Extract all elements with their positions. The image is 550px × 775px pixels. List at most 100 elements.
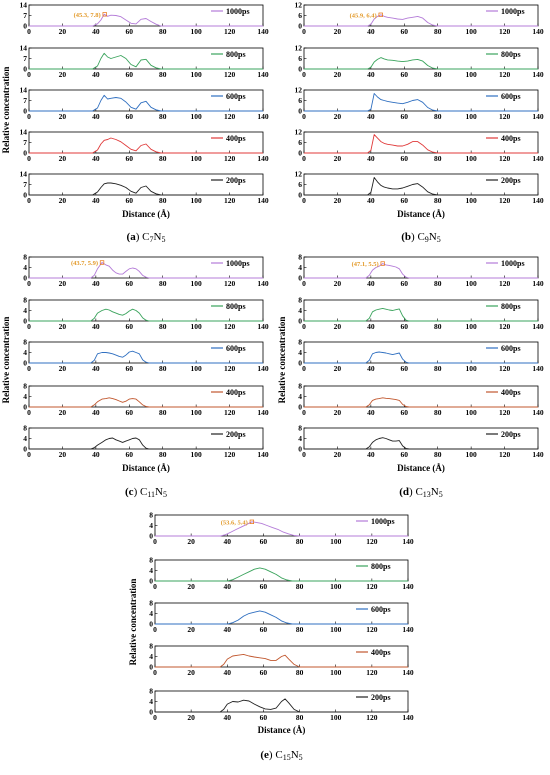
x-tick-label: 20 <box>187 713 195 722</box>
x-tick-label: 120 <box>224 27 236 36</box>
legend-label: 600ps <box>501 344 521 353</box>
y-tick-label: 4 <box>298 263 302 272</box>
x-tick-label: 100 <box>191 364 203 373</box>
x-tick-label: 0 <box>27 154 31 163</box>
series-line-400ps <box>29 137 263 154</box>
series-line-400ps <box>29 397 263 408</box>
legend-label: 1000ps <box>501 7 525 16</box>
x-tick-label: 60 <box>401 112 409 121</box>
y-tick-label: 0 <box>23 359 27 368</box>
peak-marker <box>378 12 383 17</box>
x-tick-label: 140 <box>532 450 544 459</box>
x-tick-label: 20 <box>187 537 195 546</box>
x-axis-title: Distance (Å) <box>122 209 170 219</box>
x-tick-label: 20 <box>187 582 195 591</box>
x-tick-label: 80 <box>296 582 304 591</box>
x-tick-label: 120 <box>224 322 236 331</box>
x-tick-label: 100 <box>466 70 478 79</box>
legend-label: 600ps <box>501 92 521 101</box>
series-line-800ps <box>304 57 538 70</box>
x-tick-label: 140 <box>257 27 269 36</box>
series-line-200ps <box>29 437 263 450</box>
x-axis-title: Distance (Å) <box>122 463 170 473</box>
x-tick-label: 100 <box>466 450 478 459</box>
y-tick-label: 0 <box>23 274 27 283</box>
series-line-600ps <box>155 610 408 625</box>
x-tick-label: 0 <box>302 364 306 373</box>
y-tick-label: 4 <box>298 434 302 443</box>
x-tick-label: 20 <box>59 154 67 163</box>
x-tick-label: 0 <box>27 322 31 331</box>
x-tick-label: 60 <box>401 408 409 417</box>
x-tick-label: 120 <box>224 196 236 205</box>
x-tick-label: 80 <box>434 279 442 288</box>
x-tick-label: 0 <box>302 27 306 36</box>
x-tick-label: 100 <box>191 70 203 79</box>
x-tick-label: 140 <box>532 279 544 288</box>
y-tick-label: 7 <box>23 54 27 63</box>
x-tick-label: 40 <box>224 625 232 634</box>
x-tick-label: 60 <box>126 27 134 36</box>
x-tick-label: 100 <box>191 27 203 36</box>
x-tick-label: 0 <box>302 450 306 459</box>
y-tick-label: 14 <box>20 86 28 95</box>
x-axis-title: Distance (Å) <box>397 463 445 473</box>
series-line-200ps <box>304 177 538 196</box>
x-tick-label: 80 <box>434 450 442 459</box>
series-line-400ps <box>155 653 408 668</box>
series-line-600ps <box>304 351 538 364</box>
y-tick-label: 0 <box>298 403 302 412</box>
x-tick-label: 100 <box>191 322 203 331</box>
x-tick-label: 60 <box>126 279 134 288</box>
y-tick-label: 8 <box>298 338 302 347</box>
x-tick-label: 120 <box>499 27 511 36</box>
y-tick-label: 8 <box>23 382 27 391</box>
y-axis-title: Relative concentration <box>1 67 11 154</box>
x-tick-label: 40 <box>367 279 375 288</box>
x-tick-label: 20 <box>59 450 67 459</box>
x-tick-label: 80 <box>434 364 442 373</box>
x-tick-label: 80 <box>296 537 304 546</box>
y-tick-label: 4 <box>23 263 27 272</box>
legend-label: 400ps <box>226 134 246 143</box>
legend-label: 1000ps <box>501 259 525 268</box>
caption: (a) C7N5 <box>127 231 166 244</box>
y-tick-label: 0 <box>298 149 302 158</box>
x-tick-label: 60 <box>126 322 134 331</box>
x-tick-label: 80 <box>159 279 167 288</box>
x-tick-label: 20 <box>59 279 67 288</box>
x-tick-label: 140 <box>257 154 269 163</box>
y-tick-label: 4 <box>23 306 27 315</box>
y-tick-label: 0 <box>23 445 27 454</box>
y-tick-label: 8 <box>149 599 153 608</box>
y-tick-label: 7 <box>23 11 27 20</box>
series-line-1000ps <box>29 262 263 279</box>
y-tick-label: 6 <box>298 180 302 189</box>
y-tick-label: 7 <box>23 96 27 105</box>
y-tick-label: 0 <box>298 317 302 326</box>
peak-marker <box>249 519 255 524</box>
y-tick-label: 0 <box>23 22 27 31</box>
series-line-600ps <box>29 94 263 112</box>
x-tick-label: 100 <box>330 537 342 546</box>
y-tick-label: 7 <box>23 180 27 189</box>
y-tick-label: 12 <box>295 86 303 95</box>
x-tick-label: 120 <box>366 625 378 634</box>
x-tick-label: 0 <box>27 196 31 205</box>
y-tick-label: 0 <box>298 274 302 283</box>
y-tick-label: 6 <box>298 138 302 147</box>
x-tick-label: 0 <box>27 279 31 288</box>
y-tick-label: 0 <box>149 577 153 586</box>
x-tick-label: 120 <box>499 70 511 79</box>
x-tick-label: 80 <box>296 668 304 677</box>
series-line-600ps <box>29 350 263 364</box>
x-tick-label: 80 <box>159 450 167 459</box>
x-tick-label: 0 <box>27 112 31 121</box>
legend-label: 600ps <box>226 344 246 353</box>
y-tick-label: 12 <box>295 170 303 179</box>
x-tick-label: 140 <box>402 582 414 591</box>
x-tick-label: 40 <box>224 582 232 591</box>
